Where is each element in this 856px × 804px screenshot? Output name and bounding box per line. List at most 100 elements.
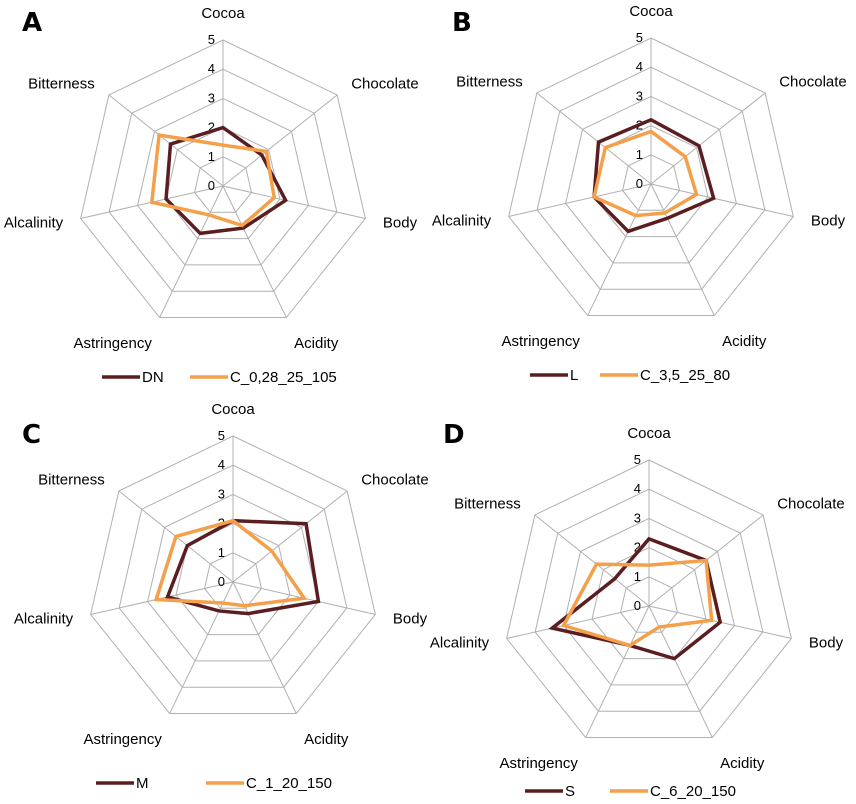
grid-ring <box>165 127 281 240</box>
tick-label: 4 <box>218 457 225 472</box>
panel-letter: D <box>443 420 465 450</box>
axis-label-alcalinity: Alcalinity <box>14 610 74 627</box>
series-polygon-1 <box>164 125 288 236</box>
tick-label: 0 <box>634 598 641 613</box>
tick-label: 2 <box>208 120 215 135</box>
legend-label: C_1_20_150 <box>246 775 332 792</box>
axis-spoke <box>534 514 650 607</box>
axis-label-astringency: Astringency <box>499 755 578 772</box>
axis-spoke <box>587 183 652 316</box>
tick-label: 1 <box>208 149 215 164</box>
tick-label: 5 <box>634 452 641 467</box>
axis-spoke <box>585 605 650 738</box>
axis-label-bitterness: Bitterness <box>454 496 521 513</box>
legend-label: M <box>136 775 149 792</box>
tick-label: 2 <box>634 540 641 555</box>
axis-label-chocolate: Chocolate <box>779 74 847 91</box>
axis-label-astringency: Astringency <box>83 731 162 748</box>
axis-label-bitterness: Bitterness <box>28 76 95 93</box>
tick-label: 1 <box>634 569 641 584</box>
grid-ring <box>147 493 319 662</box>
axis-label-acidity: Acidity <box>294 335 339 352</box>
axis-label-chocolate: Chocolate <box>361 472 429 489</box>
axis-label-astringency: Astringency <box>501 333 580 350</box>
series-polygon-1 <box>165 518 321 616</box>
tick-label: 3 <box>634 510 641 525</box>
axis-spoke <box>506 605 650 639</box>
axis-label-body: Body <box>809 634 844 651</box>
radar-panel-a: A 0 1 2 3 4 5 Cocoa Chocolate Body Acidity Astringe… <box>4 5 419 386</box>
axis-label-acidity: Acidity <box>722 333 767 350</box>
tick-label: 5 <box>218 428 225 443</box>
grid-ring <box>118 464 348 688</box>
tick-label: 4 <box>634 481 641 496</box>
grid-ring <box>565 95 737 264</box>
axis-label-alcalinity: Alcalinity <box>432 212 492 229</box>
axis-label-acidity: Acidity <box>720 755 765 772</box>
tick-label: 1 <box>636 147 643 162</box>
radar-panel-b: B012345CocoaChocolateBodyAcidityAstringe… <box>432 3 847 384</box>
legend-label: C_6_20_150 <box>650 783 736 800</box>
series-polygon-2 <box>592 129 699 218</box>
series-polygon-1 <box>592 117 716 234</box>
tick-label: 0 <box>218 574 225 589</box>
axis-label-bitterness: Bitterness <box>456 74 523 91</box>
panel-letter: B <box>452 8 472 38</box>
axis-label-chocolate: Chocolate <box>351 76 419 93</box>
axis-label-cocoa: Cocoa <box>201 5 245 22</box>
grid-ring <box>621 154 681 211</box>
series-polygon-2 <box>153 518 308 608</box>
tick-label: 0 <box>636 176 643 191</box>
axis-label-cocoa: Cocoa <box>627 425 671 442</box>
axis-label-cocoa: Cocoa <box>211 401 255 418</box>
tick-label: 5 <box>636 30 643 45</box>
legend-label: DN <box>142 369 164 386</box>
legend-label: L <box>570 367 578 384</box>
axis-label-body: Body <box>811 212 846 229</box>
tick-label: 1 <box>218 545 225 560</box>
radar-panel-c: C012345CocoaChocolateBodyAcidityAstringe… <box>14 401 429 792</box>
axis-label-body: Body <box>383 214 418 231</box>
axis-spoke <box>222 94 338 187</box>
grid-ring <box>563 517 735 686</box>
tick-label: 5 <box>208 32 215 47</box>
grid-ring <box>108 68 338 292</box>
axis-spoke <box>222 185 366 219</box>
grid-ring <box>90 435 376 715</box>
axis-label-alcalinity: Alcalinity <box>4 214 64 231</box>
grid-ring <box>536 66 766 290</box>
axis-spoke <box>508 183 652 217</box>
axis-spoke <box>650 183 715 316</box>
series-polygon-2 <box>149 133 277 228</box>
series-polygon-2 <box>561 558 714 648</box>
axis-label-bitterness: Bitterness <box>38 472 105 489</box>
axis-spoke <box>108 94 224 187</box>
grid-ring <box>137 97 309 266</box>
axis-spoke <box>159 185 224 318</box>
tick-label: 3 <box>218 486 225 501</box>
tick-label: 0 <box>208 178 215 193</box>
grid-ring <box>508 37 794 317</box>
grid-ring <box>591 547 707 660</box>
axis-label-acidity: Acidity <box>304 731 349 748</box>
axis-label-alcalinity: Alcalinity <box>430 634 490 651</box>
grid-ring <box>534 488 764 712</box>
axis-label-chocolate: Chocolate <box>777 496 845 513</box>
axis-spoke <box>650 183 794 217</box>
axis-label-body: Body <box>393 610 428 627</box>
axis-spoke <box>222 185 287 318</box>
axis-label-astringency: Astringency <box>73 335 152 352</box>
grid-ring <box>193 156 253 213</box>
panel-letter: A <box>22 8 42 38</box>
tick-label: 3 <box>636 88 643 103</box>
legend-label: C_3,5_25_80 <box>640 367 730 384</box>
grid-ring <box>203 552 263 609</box>
legend-label: C_0,28_25_105 <box>230 369 337 386</box>
grid-ring <box>80 39 366 319</box>
panel-letter: C <box>22 420 41 450</box>
tick-label: 4 <box>636 59 643 74</box>
legend-label: S <box>565 783 575 800</box>
tick-label: 4 <box>208 61 215 76</box>
axis-spoke <box>232 490 348 583</box>
